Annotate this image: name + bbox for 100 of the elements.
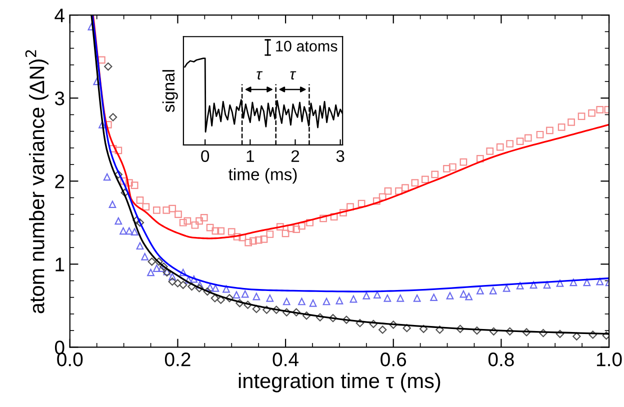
- point: [583, 278, 591, 286]
- x-tick-label: 0.6: [380, 352, 406, 366]
- point: [322, 298, 330, 306]
- point: [98, 120, 106, 128]
- point: [502, 284, 510, 292]
- point: [506, 327, 514, 336]
- point: [446, 292, 454, 300]
- point: [490, 327, 498, 336]
- x-tick-label: 1: [246, 150, 254, 162]
- point: [456, 324, 464, 333]
- point: [402, 324, 411, 332]
- point: [130, 228, 138, 236]
- point: [108, 113, 118, 122]
- point: [292, 308, 300, 316]
- point: [103, 173, 111, 181]
- point: [196, 281, 204, 289]
- point: [126, 227, 133, 235]
- point: [374, 291, 381, 299]
- point: [369, 320, 378, 328]
- point: [572, 332, 581, 340]
- point: [316, 313, 324, 322]
- point: [570, 278, 578, 286]
- point: [460, 290, 468, 298]
- point: [153, 264, 160, 272]
- point: [147, 268, 154, 276]
- point: [413, 294, 421, 302]
- point: [539, 328, 548, 338]
- point: [465, 292, 473, 300]
- point: [282, 298, 290, 306]
- point: [188, 282, 196, 291]
- point: [489, 287, 497, 294]
- y-tick-label: 2: [55, 174, 64, 188]
- point: [282, 308, 291, 316]
- point: [179, 268, 187, 276]
- point: [114, 170, 122, 179]
- x-tick-label: 0.2: [164, 352, 190, 366]
- y-axis-title: atom number variance (ΔN)$^{2}$: [25, 50, 48, 314]
- point: [342, 316, 351, 324]
- point: [272, 306, 280, 314]
- point: [232, 291, 240, 299]
- point: [436, 326, 444, 334]
- point: [516, 282, 524, 290]
- x-tick-label: 0.4: [272, 352, 298, 366]
- point: [262, 306, 271, 314]
- point: [104, 62, 112, 71]
- point: [108, 200, 116, 208]
- point: [389, 320, 398, 329]
- point: [309, 299, 317, 307]
- y-axis-title: signal: [162, 70, 178, 112]
- point: [141, 252, 149, 260]
- point: [362, 292, 370, 300]
- point: [154, 258, 163, 266]
- point: [530, 281, 538, 289]
- point: [378, 326, 387, 334]
- point: [384, 294, 392, 302]
- point: [236, 299, 244, 308]
- point: [252, 292, 260, 300]
- point: [212, 284, 220, 292]
- x-tick-label: 2: [291, 150, 300, 162]
- point: [120, 188, 129, 197]
- x-tick-label: 0: [201, 150, 210, 162]
- point: [210, 294, 220, 302]
- y-tick-label: 4: [54, 8, 64, 22]
- point: [298, 298, 306, 306]
- point: [522, 328, 531, 336]
- point: [179, 280, 188, 289]
- point: [328, 314, 338, 322]
- point: [419, 324, 428, 333]
- point: [203, 287, 212, 296]
- point: [195, 284, 204, 292]
- point: [356, 319, 364, 328]
- point: [336, 296, 344, 304]
- point: [588, 330, 597, 339]
- point: [430, 294, 438, 302]
- annotation: τ: [256, 71, 263, 80]
- point: [216, 296, 225, 304]
- point: [244, 300, 252, 309]
- x-tick-label: 3: [336, 150, 344, 162]
- point: [222, 285, 230, 293]
- y-tick-label: 1: [56, 258, 64, 272]
- x-axis-title: integration time τ (ms): [238, 372, 440, 392]
- point: [148, 258, 156, 266]
- point: [190, 275, 198, 283]
- x-axis-title: time (ms): [228, 168, 297, 184]
- point: [596, 278, 604, 286]
- x-tick-label: 0.0: [57, 352, 83, 366]
- annotation: 10 atoms: [276, 40, 338, 52]
- point: [184, 276, 192, 284]
- point: [206, 284, 214, 292]
- annotation: τ: [290, 71, 296, 80]
- y-tick-label: 3: [54, 92, 64, 106]
- x-tick-label: 0.8: [488, 352, 514, 366]
- x-tick-label: 1.0: [596, 352, 622, 366]
- point: [472, 326, 482, 335]
- point: [302, 312, 311, 320]
- point: [556, 330, 564, 338]
- point: [168, 277, 176, 286]
- point: [252, 304, 261, 314]
- point: [174, 279, 182, 288]
- point: [136, 218, 144, 227]
